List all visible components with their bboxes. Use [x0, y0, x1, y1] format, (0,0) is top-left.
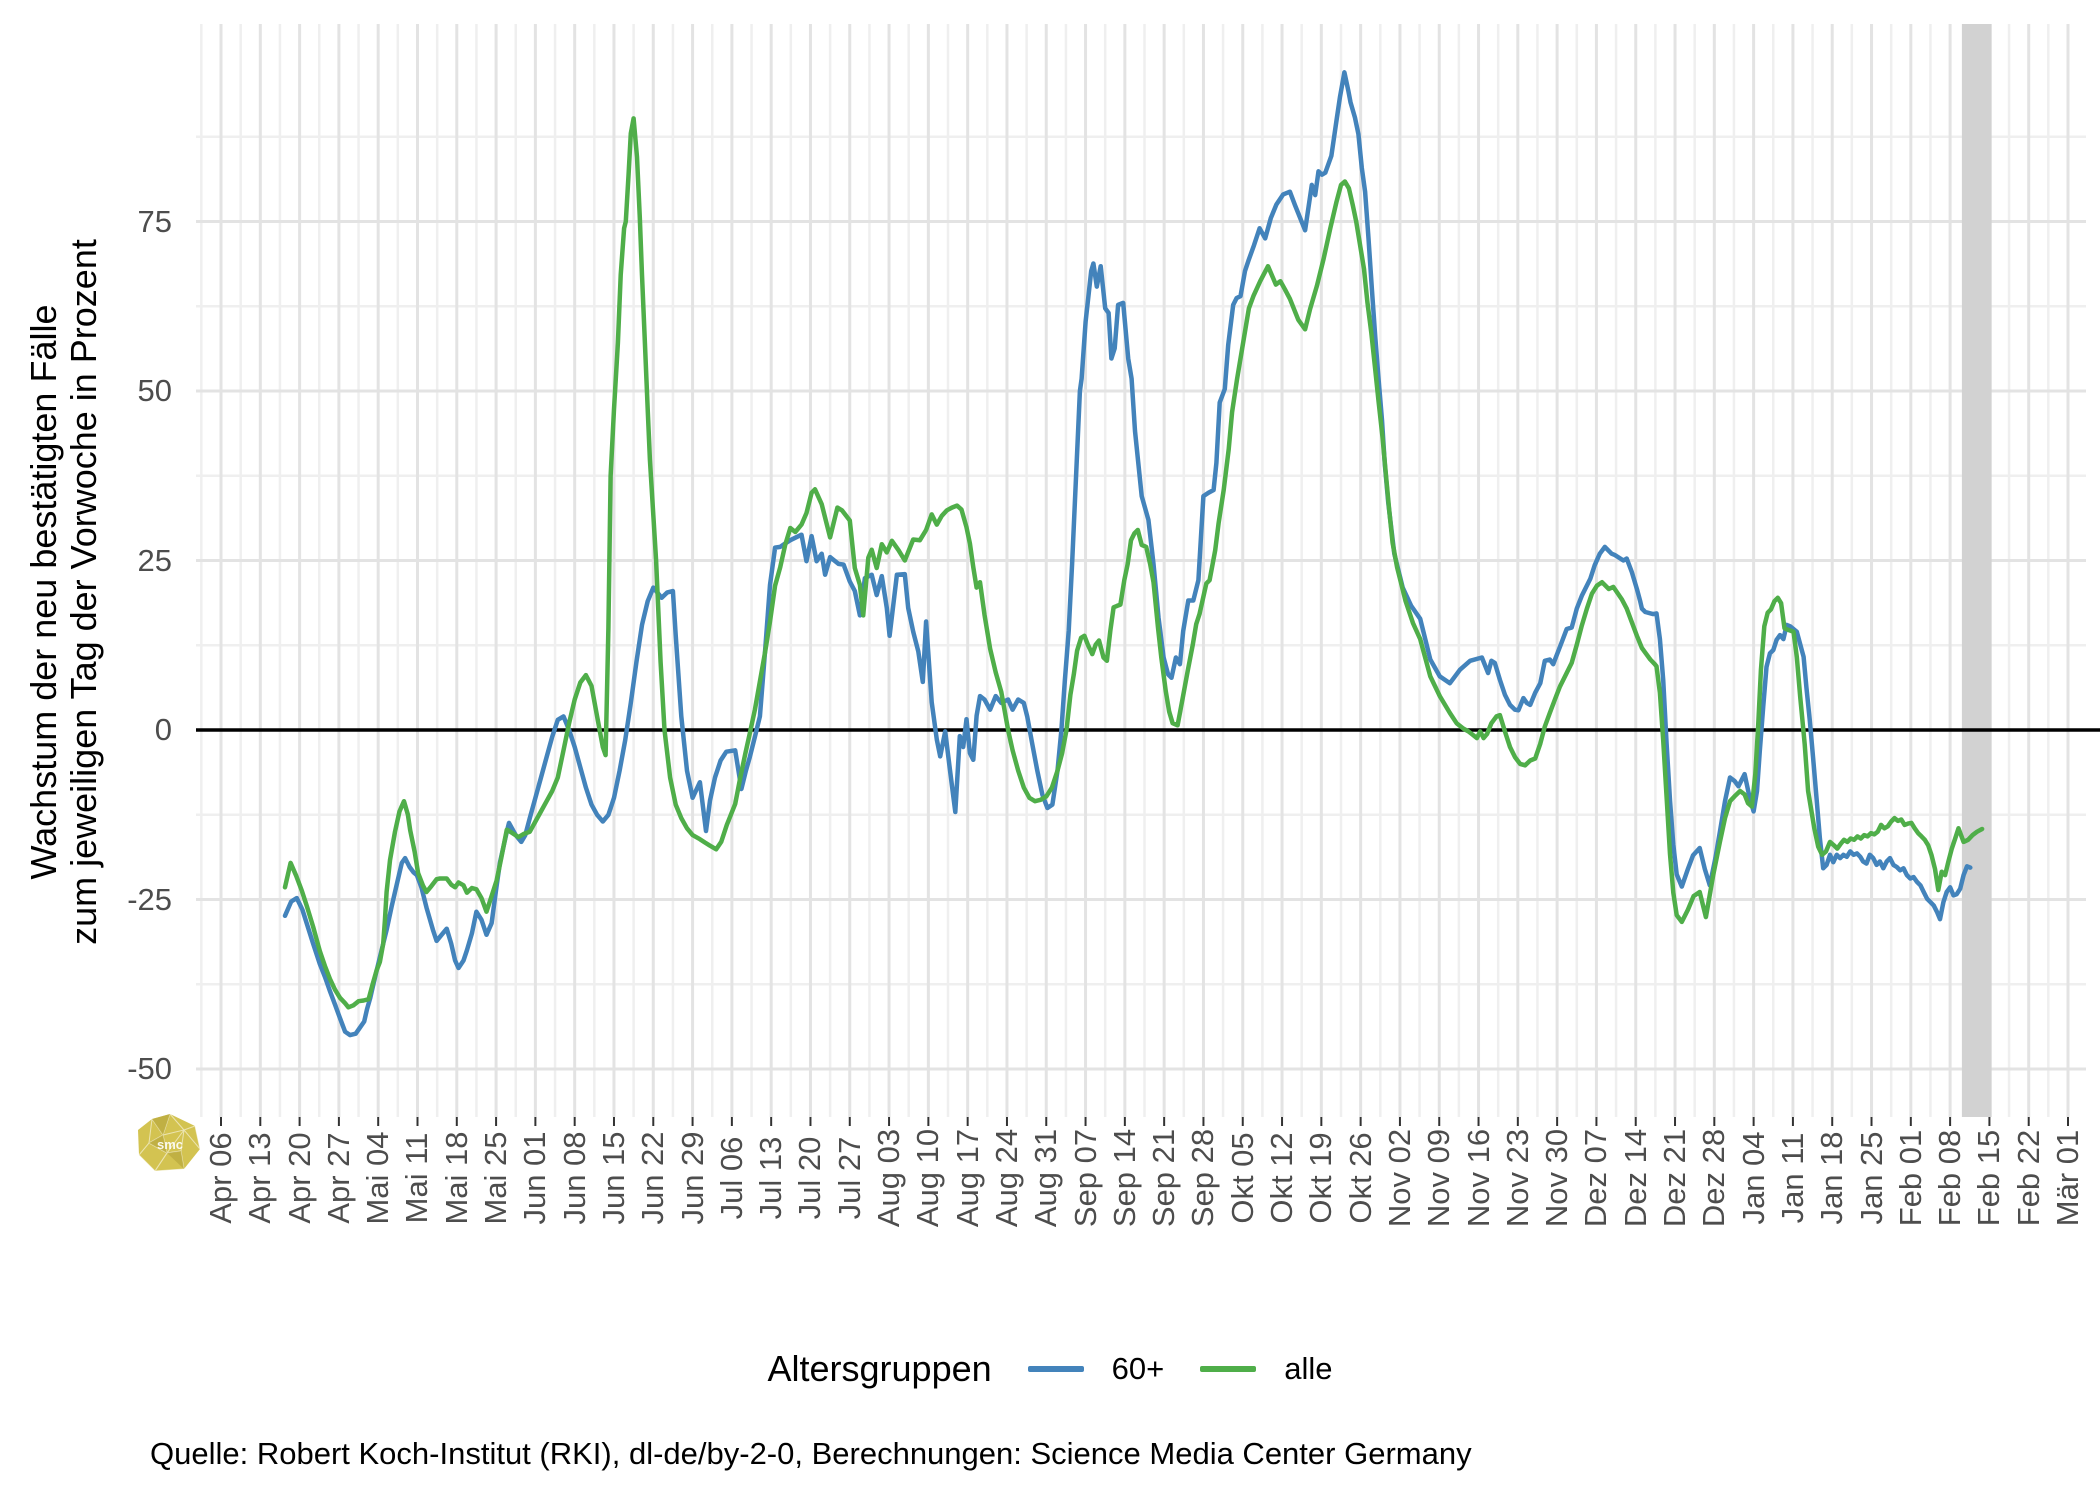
x-tick-label: Mai 25 [478, 1131, 514, 1225]
y-axis-title-line1: Wachstum der neu bestätigten Fälle [23, 304, 64, 880]
x-tick-label: Aug 10 [910, 1128, 946, 1228]
legend-label-60plus: 60+ [1111, 1351, 1165, 1386]
x-tick-label: Jan 25 [1853, 1131, 1889, 1225]
x-tick-label: Jul 27 [831, 1136, 867, 1220]
x-tick-label: Jan 11 [1774, 1132, 1810, 1224]
line-series-alle [282, 116, 1985, 1010]
legend-key-line-alle [1200, 1366, 1257, 1372]
legend: Altersgruppen 60+ alle [0, 1348, 2100, 1390]
x-tick-label: Jul 20 [792, 1136, 828, 1220]
recent-data-band [1961, 24, 1992, 1117]
y-tick-label: 75 [137, 203, 172, 239]
x-tick-label: Jan 18 [1814, 1131, 1850, 1225]
legend-key-line-60plus [1027, 1366, 1084, 1372]
smc-logo-text: smc [157, 1137, 183, 1152]
x-tick-label: Okt 12 [1264, 1132, 1300, 1224]
x-tick-label: Jun 01 [517, 1131, 553, 1225]
x-tick-label: Sep 14 [1106, 1128, 1142, 1228]
x-tick-label: Sep 28 [1185, 1128, 1221, 1228]
x-tick-label: Okt 19 [1303, 1132, 1339, 1224]
x-tick-label: Feb 08 [1932, 1129, 1968, 1227]
x-tick-label: Dez 07 [1578, 1128, 1614, 1228]
x-tick-label: Feb 15 [1971, 1129, 2007, 1227]
x-tick-label: Okt 05 [1224, 1132, 1260, 1224]
x-tick-label: Nov 09 [1421, 1128, 1457, 1228]
x-tick-label: Jun 08 [556, 1131, 592, 1225]
source-caption: Quelle: Robert Koch-Institut (RKI), dl-d… [150, 1436, 1472, 1471]
x-tick-label: Jul 06 [713, 1136, 749, 1220]
y-axis-title: Wachstum der neu bestätigten Fälle zum j… [23, 42, 104, 1142]
x-tick-label: Feb 01 [1892, 1129, 1928, 1227]
x-tick-label: Mai 18 [438, 1131, 474, 1225]
x-tick-label: Dez 28 [1696, 1128, 1732, 1228]
x-tick-label: Apr 20 [281, 1132, 317, 1224]
legend-entry-alle: alle [1200, 1351, 1333, 1387]
y-tick-label: 50 [137, 373, 172, 408]
x-tick-label: Feb 22 [2010, 1129, 2046, 1227]
x-tick-label: Jan 04 [1735, 1131, 1771, 1225]
x-tick-label: Aug 17 [949, 1128, 985, 1228]
x-tick-label: Okt 26 [1342, 1132, 1378, 1224]
x-tick-label: Jun 15 [595, 1131, 631, 1225]
x-tick-label: Sep 07 [1067, 1128, 1103, 1228]
x-tick-label: Aug 03 [871, 1128, 907, 1228]
x-tick-label: Dez 21 [1657, 1128, 1693, 1228]
x-tick-label: Dez 14 [1617, 1128, 1653, 1228]
x-tick-label: Jun 29 [674, 1131, 710, 1225]
x-tick-label: Mai 11 [399, 1132, 435, 1224]
x-tick-label: Sep 21 [1146, 1128, 1182, 1228]
y-tick-label: 0 [154, 712, 172, 747]
y-tick-label: -25 [127, 881, 172, 917]
x-tick-label: Nov 02 [1381, 1128, 1417, 1228]
x-tick-label: Apr 06 [203, 1132, 238, 1224]
x-tick-label: Jun 22 [635, 1131, 671, 1225]
x-tick-label: Nov 16 [1460, 1128, 1496, 1228]
y-tick-label: 25 [137, 542, 172, 578]
x-tick-label: Mär 01 [2050, 1129, 2085, 1227]
x-tick-label: Aug 24 [988, 1128, 1024, 1228]
y-axis-title-line2: zum jeweiligen Tag der Vorwoche in Proze… [63, 239, 104, 945]
x-tick-label: Nov 30 [1539, 1128, 1575, 1228]
y-tick-label: -50 [127, 1051, 172, 1086]
legend-entry-60plus: 60+ [1027, 1351, 1165, 1387]
legend-title: Altersgruppen [767, 1348, 992, 1389]
x-tick-label: Jul 13 [753, 1136, 789, 1220]
legend-label-alle: alle [1284, 1351, 1333, 1386]
x-tick-label: Apr 13 [242, 1132, 278, 1224]
x-tick-label: Nov 23 [1499, 1128, 1535, 1228]
smc-logo: smc [138, 1113, 201, 1172]
x-tick-label: Mai 04 [360, 1131, 396, 1225]
x-tick-label: Apr 27 [320, 1132, 356, 1224]
x-tick-label: Aug 31 [1028, 1128, 1064, 1228]
line-series-60plus [282, 70, 1973, 1038]
